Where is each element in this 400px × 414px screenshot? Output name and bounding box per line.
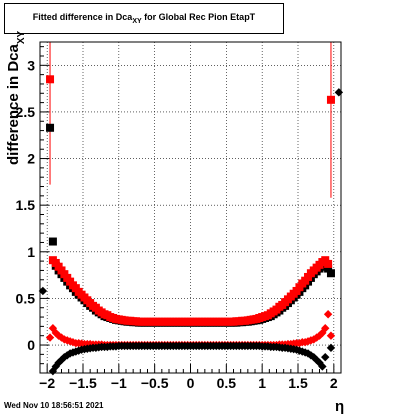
y-tick-label: 2	[27, 151, 35, 167]
x-tick-label: −2	[39, 375, 55, 391]
y-axis-label: difference in DcaXY	[5, 30, 27, 165]
data-point-square	[46, 75, 55, 84]
data-point-square	[324, 259, 333, 268]
chart-title-tail: for Global Rec Pion EtapT	[141, 12, 256, 22]
y-tick-label: 3	[27, 57, 35, 73]
x-tick-label: 0.5	[217, 375, 237, 391]
data-point-diamond	[321, 324, 330, 333]
x-tick-label: −1.5	[69, 375, 97, 391]
data-point-square	[324, 264, 333, 273]
data-point-diamond	[326, 343, 336, 353]
y-tick-label: 2.5	[16, 104, 36, 120]
data-point-diamond	[323, 310, 333, 319]
data-point-square	[46, 123, 55, 132]
chart-title-main: Fitted difference in Dca	[32, 12, 133, 22]
data-point-diamond	[45, 333, 55, 342]
axis-ticks	[39, 46, 342, 374]
y-tick-label: 0.5	[16, 290, 36, 306]
x-tick-label: −0.5	[141, 375, 169, 391]
y-axis-label-main: difference in Dca	[5, 43, 22, 165]
data-point-square	[326, 269, 335, 278]
x-axis-label: η	[335, 398, 344, 414]
chart-title: Fitted difference in DcaXY for Global Re…	[5, 12, 283, 25]
data-points	[38, 75, 344, 376]
tick-labels: −2 −1.5 −1 −0.5 0 0.5 1 1.5 2 0 0.5 1 1.5 2 2.5 3	[16, 57, 338, 391]
y-tick-label: 1.5	[16, 197, 36, 213]
x-tick-label: −1	[111, 375, 127, 391]
data-point-diamond	[334, 88, 344, 97]
error-bars	[49, 42, 332, 198]
data-point-diamond	[63, 351, 72, 360]
x-tick-label: 0	[187, 375, 195, 391]
chart-title-subscript: XY	[132, 17, 142, 25]
data-point-square	[48, 237, 57, 246]
x-tick-label: 1	[258, 375, 266, 391]
data-point-diamond	[51, 328, 60, 338]
data-point-diamond	[326, 331, 336, 340]
timestamp: Wed Nov 10 18:56:51 2021	[4, 401, 104, 410]
chart-title-box: Fitted difference in DcaXY for Global Re…	[4, 3, 284, 34]
data-point-diamond	[318, 362, 327, 371]
data-point-square	[326, 95, 335, 104]
y-tick-label: 1	[27, 244, 35, 260]
y-tick-label: 0	[27, 337, 35, 353]
x-tick-label: 1.5	[288, 375, 308, 391]
data-point-diamond	[321, 352, 330, 362]
x-tick-label: 2	[330, 375, 338, 391]
y-axis-label-subscript: XY	[16, 30, 27, 44]
